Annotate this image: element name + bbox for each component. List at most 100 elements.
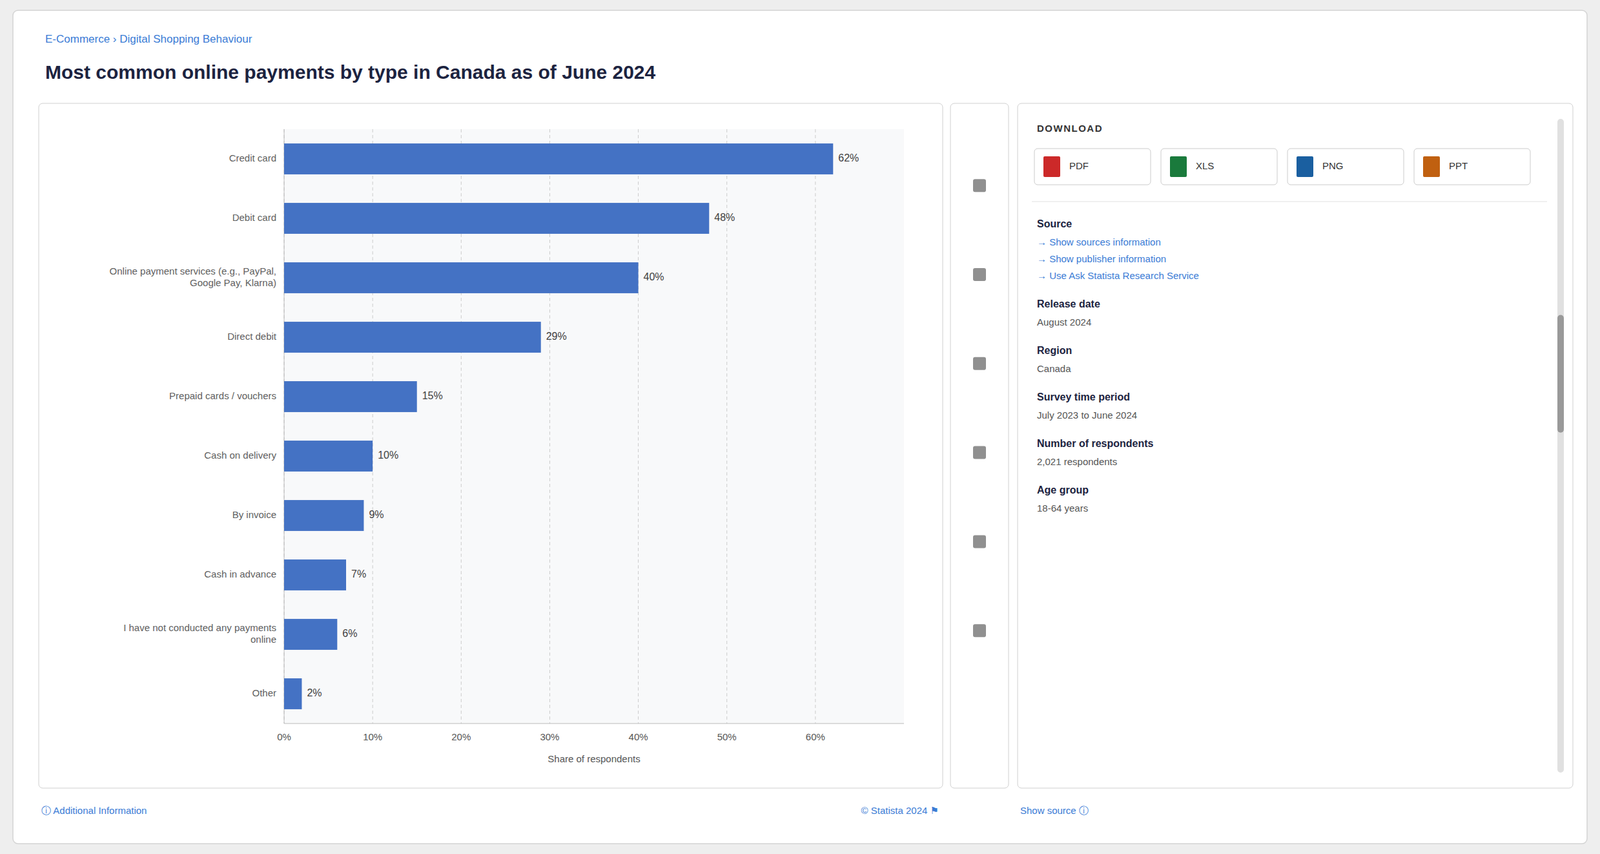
button-icon — [1169, 156, 1187, 177]
info-text: 2,021 respondents — [1036, 455, 1118, 467]
value-label: 10% — [377, 449, 399, 461]
info-link[interactable]: → Show sources information — [1036, 236, 1161, 248]
bar — [284, 559, 347, 591]
info-title: Release date — [1036, 298, 1101, 310]
info-link[interactable]: → Use Ask Statista Research Service — [1036, 269, 1200, 281]
category-label-line: Direct debit — [227, 330, 277, 342]
footer-copyright[interactable]: © Statista 2024 ⚑ — [861, 804, 939, 816]
x-tick-label: 30% — [539, 730, 560, 742]
category-label-line: Credit card — [229, 152, 277, 164]
value-label: 48% — [714, 211, 735, 223]
x-tick-label: 40% — [628, 730, 649, 742]
category-label: Cash in advance — [204, 568, 277, 580]
x-tick-label: 50% — [717, 730, 737, 742]
bar — [284, 262, 639, 294]
category-label: By invoice — [232, 508, 277, 520]
icon-panel — [950, 103, 1009, 788]
button-icon — [1296, 156, 1314, 177]
bar — [284, 677, 302, 709]
category-label-line: Online payment services (e.g., PayPal, — [109, 265, 277, 277]
tool-icon[interactable] — [973, 267, 986, 281]
category-label: Debit card — [232, 211, 277, 223]
category-label: Direct debit — [227, 330, 277, 342]
x-axis-ticks: 0% 10% 20% 30% 40% 50% 60% — [276, 129, 826, 742]
download-button[interactable]: XLS — [1160, 148, 1278, 185]
footer-info[interactable]: ⓘ Additional Information — [41, 804, 147, 816]
tool-icon[interactable] — [973, 446, 986, 460]
download-button[interactable]: PNG — [1287, 148, 1404, 185]
bars — [284, 143, 833, 709]
title: Most common online payments by type in C… — [45, 61, 657, 83]
info-title: Region — [1036, 344, 1072, 356]
bar — [284, 440, 373, 472]
x-axis-label: Share of respondents — [547, 752, 640, 764]
scrollbar-track — [1557, 118, 1564, 773]
button-frame — [1414, 148, 1531, 185]
info-text: August 2024 — [1036, 316, 1092, 328]
grid-line — [814, 129, 816, 724]
category-label: Credit card — [229, 152, 277, 164]
button-label: PDF — [1069, 160, 1089, 172]
value-label: 7% — [351, 568, 367, 580]
x-tick-label: 20% — [451, 730, 471, 742]
button-icon — [1043, 156, 1061, 177]
footer-source[interactable]: Show source ⓘ — [1020, 804, 1089, 816]
scrollbar-thumb[interactable] — [1557, 315, 1564, 433]
info-link[interactable]: → Show publisher information — [1036, 253, 1167, 265]
plot-area — [284, 129, 904, 724]
bar — [284, 499, 364, 531]
category-label-line: Cash on delivery — [204, 449, 277, 461]
bar — [284, 202, 709, 234]
button-icon — [1423, 156, 1440, 177]
bar — [284, 143, 833, 175]
download-title: DOWNLOAD — [1036, 122, 1103, 134]
info-text: Canada — [1036, 362, 1072, 374]
bar — [284, 618, 338, 650]
tool-icon[interactable] — [973, 357, 986, 370]
breadcrumb[interactable]: E-Commerce › Digital Shopping Behaviour — [45, 32, 253, 46]
category-label-line: By invoice — [232, 508, 277, 520]
download-button[interactable]: PPT — [1414, 148, 1531, 185]
button-label: PPT — [1448, 160, 1468, 172]
bar — [284, 380, 418, 412]
button-frame — [1160, 148, 1278, 185]
page: E-Commerce › Digital Shopping Behaviour M… — [0, 0, 1600, 854]
tool-icon[interactable] — [973, 178, 986, 192]
labels: Credit card62%Debit card48%Online paymen… — [109, 152, 860, 698]
divider — [1031, 201, 1548, 203]
category-label-line: Prepaid cards / vouchers — [169, 389, 277, 401]
info-title: Age group — [1036, 484, 1089, 496]
sidebar — [1017, 103, 1573, 788]
button-label: XLS — [1195, 160, 1214, 172]
download-button[interactable]: PDF — [1034, 148, 1151, 185]
x-tick-label: 0% — [276, 730, 292, 742]
bar — [284, 321, 542, 353]
category-label: Cash on delivery — [204, 449, 277, 461]
category-label: Prepaid cards / vouchers — [169, 389, 277, 401]
info-text: 18-64 years — [1036, 502, 1088, 514]
value-label: 40% — [643, 271, 665, 283]
button-frame — [1287, 148, 1404, 185]
category-label-line: Cash in advance — [204, 568, 277, 580]
category-label-line: I have not conducted any payments — [123, 621, 277, 633]
value-label: 6% — [342, 627, 358, 639]
x-axis-line — [284, 723, 904, 724]
tool-icon[interactable] — [973, 534, 986, 548]
info-title: Source — [1036, 218, 1072, 230]
chart-panel — [38, 103, 943, 788]
x-tick-label: 10% — [362, 730, 383, 742]
info-title: Number of respondents — [1036, 437, 1154, 449]
value-label: 29% — [546, 330, 567, 342]
value-label: 15% — [422, 389, 443, 401]
category-label: I have not conducted any paymentsonline — [123, 621, 277, 645]
button-frame — [1034, 148, 1151, 185]
card — [12, 10, 1588, 844]
category-label: Other — [251, 687, 277, 698]
x-tick-label: 60% — [805, 730, 826, 742]
category-label-line: Google Pay, Klarna) — [189, 276, 277, 288]
tool-icon[interactable] — [973, 623, 986, 637]
value-label: 2% — [306, 687, 322, 698]
value-label: 9% — [368, 508, 384, 520]
info-text: July 2023 to June 2024 — [1036, 409, 1138, 421]
category-label-line: online — [250, 633, 277, 645]
